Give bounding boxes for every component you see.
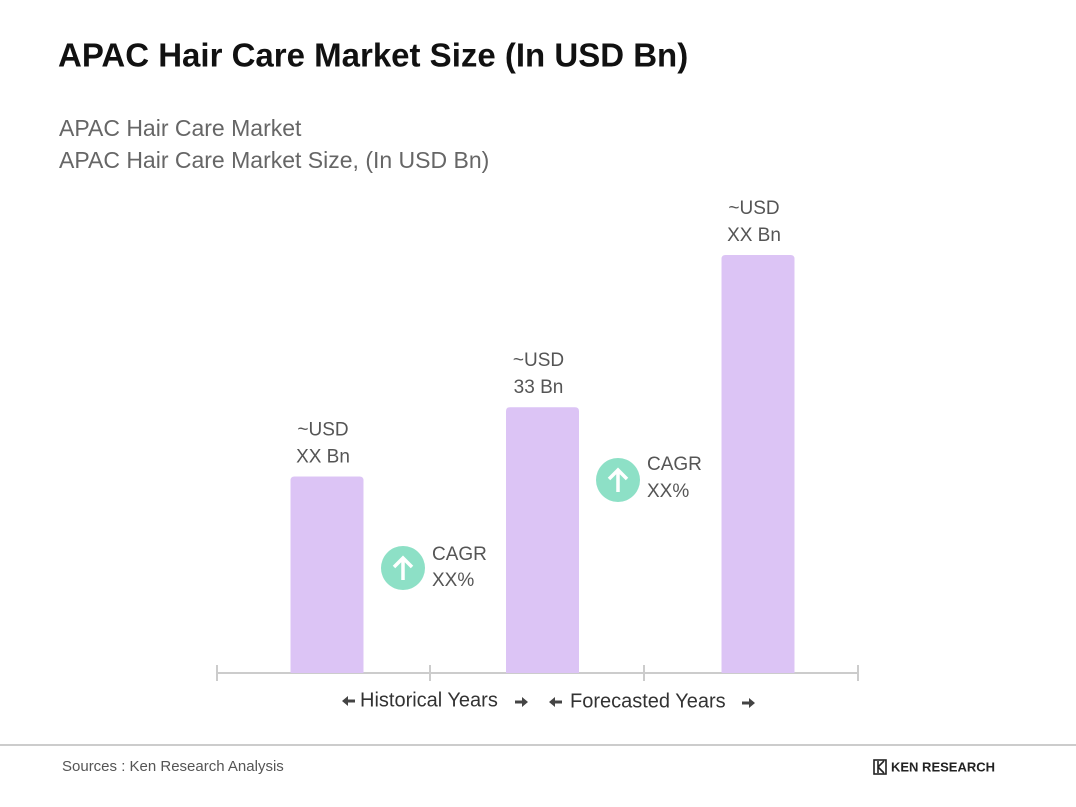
- subtitle: APAC Hair Care Market Size, (In USD Bn): [59, 147, 489, 173]
- period-label: Forecasted Years: [570, 690, 726, 712]
- bar: [506, 407, 579, 673]
- axis-ticks: [216, 665, 859, 681]
- annotation: CAGR: [647, 454, 702, 475]
- brand: KEN RESEARCH: [891, 759, 995, 774]
- value-label: 33 Bn: [514, 377, 564, 398]
- period-label: Historical Years: [360, 689, 498, 711]
- annotation: XX%: [432, 570, 474, 591]
- source: Sources : Ken Research Analysis: [62, 758, 284, 775]
- value-label: XX Bn: [296, 446, 350, 467]
- annotation: XX%: [647, 481, 689, 502]
- bar: [721, 255, 795, 673]
- brand-logo-mark: [877, 760, 885, 774]
- value-label: XX Bn: [727, 225, 781, 246]
- value-label: ~USD: [728, 198, 779, 219]
- cagr-arrow: [392, 555, 414, 580]
- annotation: CAGR: [432, 544, 487, 565]
- brand-logo: [873, 759, 887, 775]
- value-label: ~USD: [513, 350, 564, 371]
- value-label: ~USD: [297, 419, 348, 440]
- bar: [290, 476, 364, 673]
- chart-title: APAC Hair Care Market Size (In USD Bn): [58, 37, 688, 74]
- cagr-arrow: [607, 467, 629, 492]
- period-arrows: [342, 696, 755, 708]
- subtitle: APAC Hair Care Market: [59, 115, 302, 141]
